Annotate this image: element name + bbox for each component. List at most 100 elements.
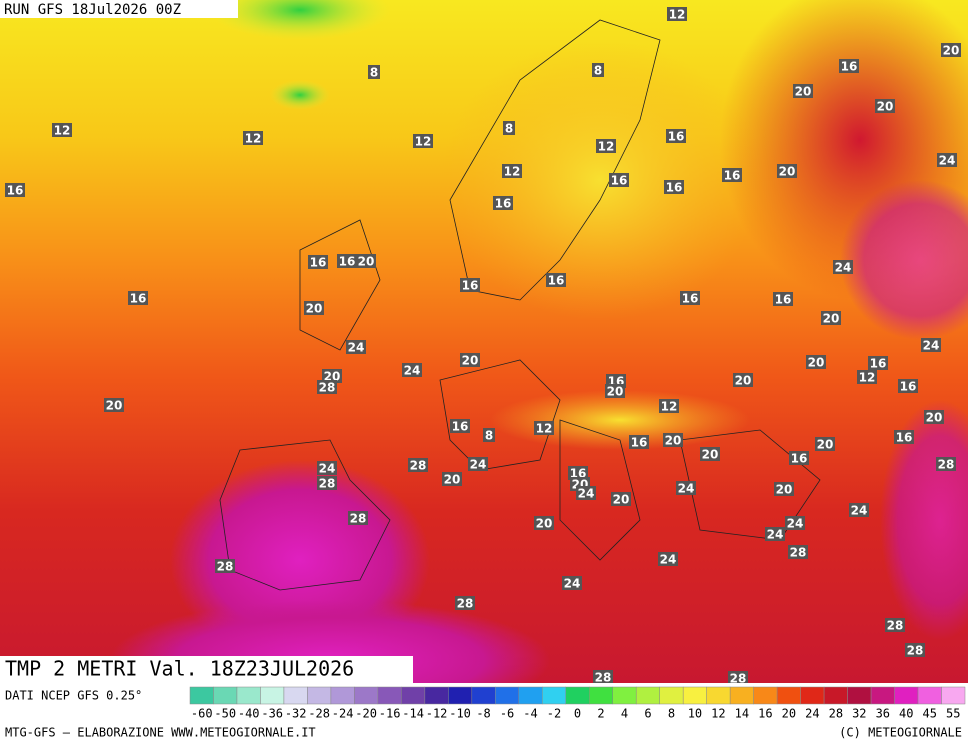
colorbar-swatch <box>236 686 261 705</box>
colorbar-label: -8 <box>476 707 490 721</box>
colorbar-swatch <box>424 686 449 705</box>
colorbar-swatch <box>189 686 214 705</box>
label-box <box>402 363 422 377</box>
colorbar-swatch <box>823 686 848 705</box>
colorbar-swatch <box>635 686 660 705</box>
colorbar-label: 8 <box>668 707 675 721</box>
label-box <box>611 492 631 506</box>
colorbar-swatch <box>377 686 402 705</box>
label-box <box>839 59 859 73</box>
temp-label: 12 <box>536 422 553 436</box>
label-box <box>666 129 686 143</box>
temp-label: 28 <box>790 546 807 560</box>
label-box <box>605 384 625 398</box>
colorbar-label: 10 <box>688 707 702 721</box>
colorbar-swatch <box>354 686 379 705</box>
label-box <box>905 643 925 657</box>
label-box <box>728 671 748 685</box>
colorbar-label: 45 <box>923 707 937 721</box>
label-box <box>868 356 888 370</box>
label-box <box>460 353 480 367</box>
label-box <box>442 472 462 486</box>
temp-label: 20 <box>817 438 834 452</box>
colorbar-label: 28 <box>829 707 843 721</box>
temp-label: 24 <box>564 577 581 591</box>
colorbar-swatch <box>941 686 966 705</box>
label-box <box>921 338 941 352</box>
colorbar-swatch <box>659 686 684 705</box>
temp-label: 24 <box>319 462 336 476</box>
label-box <box>413 134 433 148</box>
label-box <box>317 380 337 394</box>
temp-label: 20 <box>795 85 812 99</box>
label-box <box>857 370 877 384</box>
colorbar-label: -6 <box>500 707 514 721</box>
label-box <box>322 369 342 383</box>
colorbar-label: 32 <box>852 707 866 721</box>
map-field <box>0 0 968 720</box>
colorbar-label: -10 <box>449 707 471 721</box>
colorbar-swatch <box>542 686 567 705</box>
map-title: TMP 2 METRI Val. 18Z23JUL2026 <box>5 657 354 681</box>
label-box <box>765 527 785 541</box>
temp-label: 16 <box>775 293 792 307</box>
label-box <box>658 552 678 566</box>
copyright: (C) METEOGIORNALE <box>839 726 962 740</box>
label-box <box>346 340 366 354</box>
credit: MTG-GFS — ELABORAZIONE WWW.METEOGIORNALE… <box>5 726 316 740</box>
label-box <box>562 576 582 590</box>
temp-label: 20 <box>926 411 943 425</box>
temp-label: 28 <box>319 477 336 491</box>
temp-label: 24 <box>470 458 487 472</box>
colorbar-label: -4 <box>523 707 537 721</box>
colorbar-swatch <box>847 686 872 705</box>
temp-label: 12 <box>504 165 521 179</box>
header-box <box>0 0 238 18</box>
temp-label: 16 <box>130 292 147 306</box>
colorbar-swatch <box>330 686 355 705</box>
title-box <box>0 656 413 683</box>
temp-label: 20 <box>943 44 960 58</box>
temp-label: 20 <box>735 374 752 388</box>
label-box <box>460 278 480 292</box>
label-box <box>304 301 324 315</box>
label-box <box>898 379 918 393</box>
temp-label: 8 <box>505 122 513 136</box>
label-box <box>408 458 428 472</box>
colorbar-label: -60 <box>191 707 213 721</box>
temp-label: 16 <box>896 431 913 445</box>
label-box <box>788 545 808 559</box>
colorbar-swatch <box>518 686 543 705</box>
colorbar-swatch <box>870 686 895 705</box>
label-box <box>936 457 956 471</box>
colorbar-swatch <box>588 686 613 705</box>
label-box <box>777 164 797 178</box>
temp-label: 24 <box>660 553 677 567</box>
temp-label: 16 <box>339 255 356 269</box>
label-box <box>450 419 470 433</box>
label-box <box>337 254 357 268</box>
temp-label: 28 <box>887 619 904 633</box>
label-box <box>875 99 895 113</box>
temp-label: 20 <box>779 165 796 179</box>
colorbar-swatch <box>307 686 332 705</box>
colorbar-label: -16 <box>379 707 401 721</box>
label-box <box>348 511 368 525</box>
label-box <box>667 7 687 21</box>
temp-label: 28 <box>217 560 234 574</box>
colorbar-swatch <box>776 686 801 705</box>
temp-label: 20 <box>823 312 840 326</box>
colorbar-label: -36 <box>261 707 283 721</box>
label-box <box>317 461 337 475</box>
label-box <box>676 481 696 495</box>
temp-label: 28 <box>938 458 955 472</box>
label-box <box>576 486 596 500</box>
temp-label: 24 <box>939 154 956 168</box>
temp-label: 12 <box>415 135 432 149</box>
colorbar-label: -14 <box>402 707 424 721</box>
label-box <box>243 131 263 145</box>
label-box <box>493 196 513 210</box>
colorbar-label: -40 <box>238 707 260 721</box>
